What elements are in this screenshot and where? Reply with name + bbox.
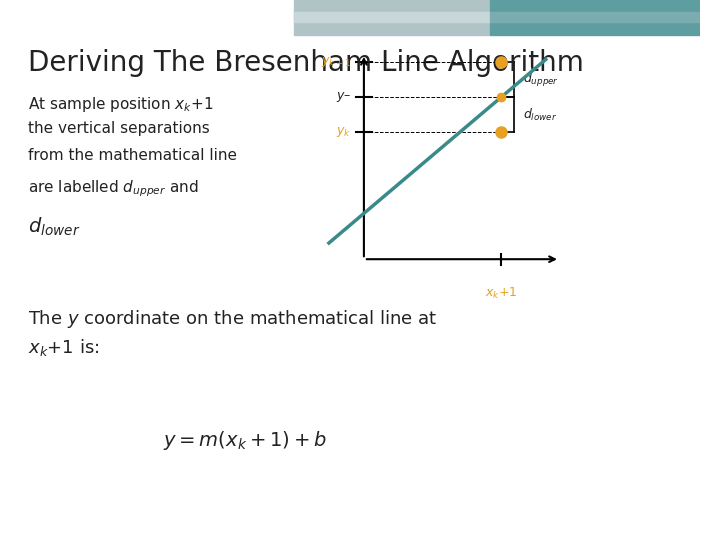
- Text: $x_k$+1 is:: $x_k$+1 is:: [28, 338, 99, 359]
- Text: $d_{lower}$: $d_{lower}$: [523, 107, 557, 123]
- Bar: [294, 12, 490, 22]
- Text: $y_k$: $y_k$: [336, 125, 351, 139]
- Text: are labelled $d_{upper}$ and: are labelled $d_{upper}$ and: [28, 178, 199, 199]
- Text: from the mathematical line: from the mathematical line: [28, 148, 237, 164]
- Text: At sample position $x_k$+1: At sample position $x_k$+1: [28, 94, 214, 113]
- Text: Deriving The Bresenham Line Algorithm: Deriving The Bresenham Line Algorithm: [28, 49, 584, 77]
- Text: $y = m(x_k +1)+b$: $y = m(x_k +1)+b$: [163, 429, 327, 453]
- Text: $d_{upper}$: $d_{upper}$: [523, 71, 559, 89]
- Bar: [294, 0, 490, 35]
- Bar: [490, 0, 700, 35]
- Text: The $y$ coordinate on the mathematical line at: The $y$ coordinate on the mathematical l…: [28, 308, 437, 330]
- Text: $x_k$+1: $x_k$+1: [485, 286, 517, 301]
- Text: $d_{lower}$: $d_{lower}$: [28, 216, 81, 238]
- Text: $y_{k+1}$: $y_{k+1}$: [321, 55, 351, 69]
- Bar: [490, 12, 700, 22]
- Text: the vertical separations: the vertical separations: [28, 122, 210, 137]
- Text: $y$–: $y$–: [336, 90, 351, 104]
